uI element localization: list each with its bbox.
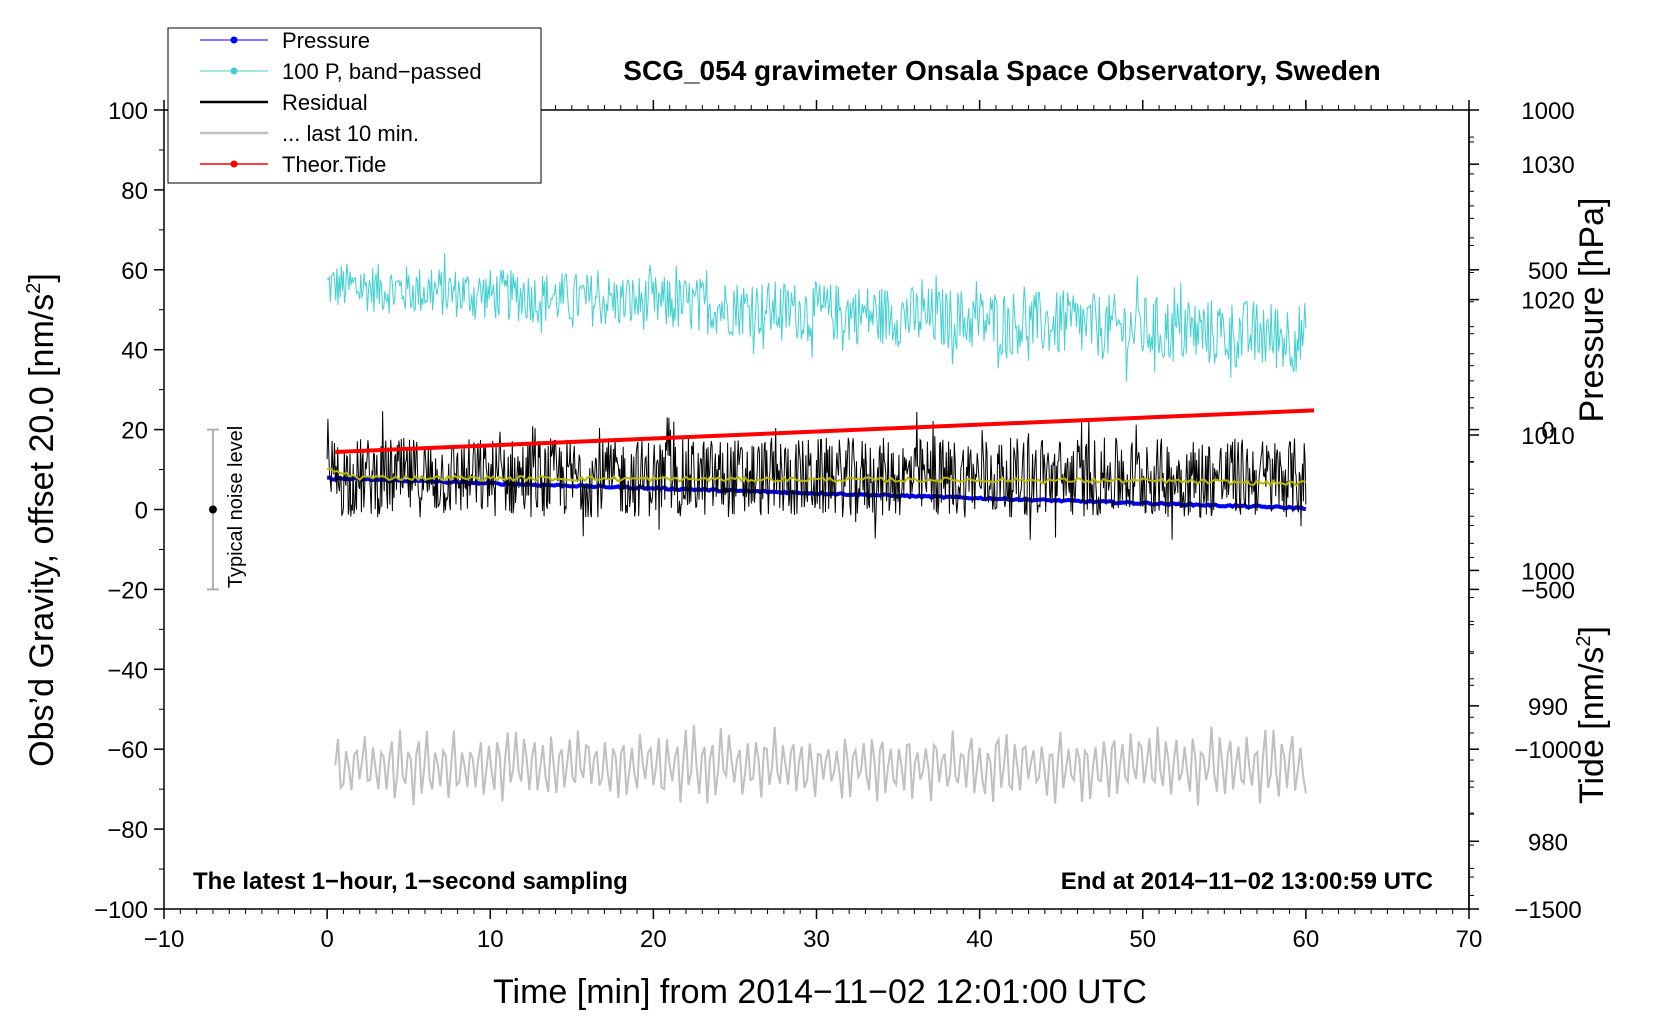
legend-label: Theor.Tide — [282, 152, 386, 177]
sampling-annotation: The latest 1−hour, 1−second sampling — [193, 868, 628, 895]
residual-line — [326, 411, 1307, 540]
pressure-axis-title: Pressure [hPa] — [1573, 198, 1611, 423]
tide-axis-title: Tide [nm/s2] — [1573, 626, 1611, 804]
legend-label: Residual — [282, 90, 368, 115]
chart-title: SCG_054 gravimeter Onsala Space Observat… — [623, 55, 1380, 86]
y-tick-label: 20 — [121, 418, 148, 445]
legend-label: ... last 10 min. — [282, 121, 419, 146]
legend-swatch-dot — [230, 36, 238, 44]
y-axis-gravity: −100 −80 −60 −40 −20 0 20 40 60 80 100 — [94, 98, 164, 924]
pressure-tick-label: 1030 — [1521, 152, 1574, 179]
tide-tick-label: −1500 — [1514, 897, 1581, 924]
pressure-tick-label: 1000 — [1521, 558, 1574, 585]
tide-tick-label: 1000 — [1521, 98, 1574, 125]
noise-level-label: Typical noise level — [225, 426, 247, 588]
y-tick-label: −80 — [107, 817, 148, 844]
tide-tick-label: 500 — [1528, 258, 1568, 285]
y-axis-tide: −1500 −1000 −500 0 500 1000 — [1469, 98, 1582, 924]
pressure-tick-label: 990 — [1528, 694, 1568, 721]
pressure-tick-label: 980 — [1528, 829, 1568, 856]
x-axis-title: Time [min] from 2014−11−02 12:01:00 UTC — [493, 973, 1147, 1011]
x-tick-label: 30 — [803, 926, 830, 953]
legend: Pressure 100 P, band−passed Residual ... la… — [167, 27, 542, 184]
y-tick-label: 100 — [108, 98, 148, 125]
residual-smoothed-line — [326, 467, 1307, 487]
x-tick-label: 40 — [966, 926, 993, 953]
x-tick-label: 50 — [1129, 926, 1156, 953]
tide-tick-label: −500 — [1521, 577, 1575, 604]
theor-tide-line — [335, 408, 1315, 454]
y-tick-label: 80 — [121, 178, 148, 205]
bandpassed-pressure-line — [326, 253, 1307, 382]
y-axis-title: Obs’d Gravity, offset 20.0 [nm/s2] — [23, 273, 61, 767]
end-time-annotation: End at 2014−11−02 13:00:59 UTC — [1061, 868, 1433, 895]
y-tick-label: 60 — [121, 258, 148, 285]
y-tick-label: −40 — [107, 657, 148, 684]
legend-swatch-dot — [230, 160, 238, 168]
legend-label: 100 P, band−passed — [282, 59, 482, 84]
x-tick-label: 0 — [320, 926, 333, 953]
noise-bar-center-dot — [208, 505, 217, 514]
legend-box — [167, 27, 542, 184]
series-group — [326, 253, 1315, 806]
pressure-tick-label: 1020 — [1521, 288, 1574, 315]
x-tick-label: 70 — [1456, 926, 1483, 953]
x-axis: −10 0 10 20 30 40 50 60 70 — [144, 100, 1483, 953]
y-tick-label: −20 — [107, 577, 148, 604]
last-10-min-line — [334, 724, 1307, 806]
noise-level-bar — [206, 428, 219, 591]
x-tick-label: 20 — [640, 926, 667, 953]
y-tick-label: 40 — [121, 338, 148, 365]
y-axis-pressure: 980 990 1000 1010 1020 1030 — [1468, 109, 1575, 909]
y-tick-label: −60 — [107, 737, 148, 764]
tide-tick-label: −1000 — [1514, 737, 1581, 764]
y-tick-label: −100 — [94, 897, 148, 924]
legend-label: Pressure — [282, 28, 370, 53]
pressure-tick-label: 1010 — [1521, 423, 1574, 450]
tide-tick-label: 0 — [1541, 418, 1554, 445]
x-tick-label: −10 — [144, 926, 185, 953]
x-tick-label: 10 — [477, 926, 504, 953]
x-tick-label: 60 — [1293, 926, 1320, 953]
legend-swatch-dot — [230, 67, 238, 75]
y-tick-label: 0 — [135, 498, 148, 525]
